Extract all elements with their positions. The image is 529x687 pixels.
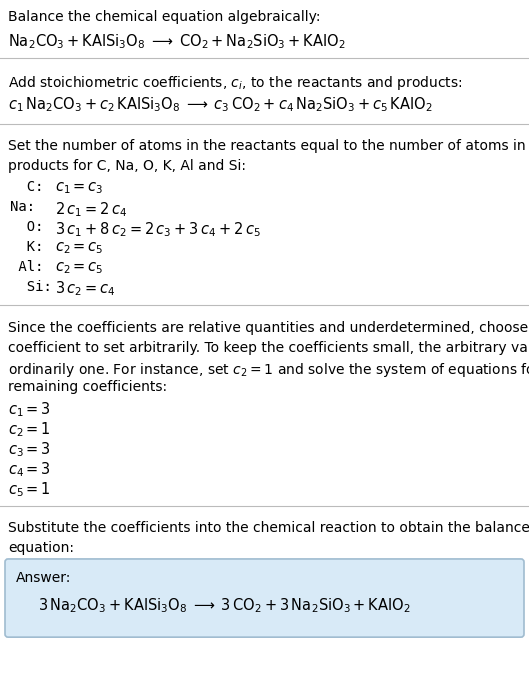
Text: Al:: Al: <box>10 260 43 274</box>
Text: $c_1 = c_3$: $c_1 = c_3$ <box>55 180 104 196</box>
Text: $c_1\,\mathrm{Na_2CO_3} + c_2\,\mathrm{KAlSi_3O_8} \;\longrightarrow\; c_3\,\mat: $c_1\,\mathrm{Na_2CO_3} + c_2\,\mathrm{K… <box>8 95 433 114</box>
FancyBboxPatch shape <box>5 559 524 637</box>
Text: ordinarily one. For instance, set $c_2 = 1$ and solve the system of equations fo: ordinarily one. For instance, set $c_2 =… <box>8 361 529 379</box>
Text: Si:: Si: <box>10 280 52 294</box>
Text: remaining coefficients:: remaining coefficients: <box>8 381 167 394</box>
Text: Since the coefficients are relative quantities and underdetermined, choose a: Since the coefficients are relative quan… <box>8 321 529 335</box>
Text: K:: K: <box>10 240 43 254</box>
Text: $c_4 = 3$: $c_4 = 3$ <box>8 460 51 479</box>
Text: equation:: equation: <box>8 541 74 555</box>
Text: Answer:: Answer: <box>16 572 71 585</box>
Text: coefficient to set arbitrarily. To keep the coefficients small, the arbitrary va: coefficient to set arbitrarily. To keep … <box>8 341 529 354</box>
Text: $3\,c_2 = c_4$: $3\,c_2 = c_4$ <box>55 280 115 298</box>
Text: $c_5 = 1$: $c_5 = 1$ <box>8 480 51 499</box>
Text: Na:: Na: <box>10 200 35 214</box>
Text: $\mathrm{Na_2CO_3 + KAlSi_3O_8 \;\longrightarrow\; CO_2 + Na_2SiO_3 + KAlO_2}$: $\mathrm{Na_2CO_3 + KAlSi_3O_8 \;\longri… <box>8 32 345 51</box>
Text: $c_2 = 1$: $c_2 = 1$ <box>8 420 51 439</box>
Text: $c_3 = 3$: $c_3 = 3$ <box>8 440 51 459</box>
Text: $3\,\mathrm{Na_2CO_3} + \mathrm{KAlSi_3O_8} \;\longrightarrow\; 3\,\mathrm{CO_2}: $3\,\mathrm{Na_2CO_3} + \mathrm{KAlSi_3O… <box>38 596 411 615</box>
Text: $2\,c_1 = 2\,c_4$: $2\,c_1 = 2\,c_4$ <box>55 200 127 218</box>
Text: C:: C: <box>10 180 43 194</box>
Text: $c_1 = 3$: $c_1 = 3$ <box>8 401 51 419</box>
Text: Set the number of atoms in the reactants equal to the number of atoms in the: Set the number of atoms in the reactants… <box>8 139 529 153</box>
Text: Substitute the coefficients into the chemical reaction to obtain the balanced: Substitute the coefficients into the che… <box>8 521 529 535</box>
Text: $3\,c_1 + 8\,c_2 = 2\,c_3 + 3\,c_4 + 2\,c_5$: $3\,c_1 + 8\,c_2 = 2\,c_3 + 3\,c_4 + 2\,… <box>55 220 261 238</box>
Text: Add stoichiometric coefficients, $c_i$, to the reactants and products:: Add stoichiometric coefficients, $c_i$, … <box>8 74 463 91</box>
Text: products for C, Na, O, K, Al and Si:: products for C, Na, O, K, Al and Si: <box>8 159 246 173</box>
Text: $c_2 = c_5$: $c_2 = c_5$ <box>55 260 104 275</box>
Text: $c_2 = c_5$: $c_2 = c_5$ <box>55 240 104 256</box>
Text: Balance the chemical equation algebraically:: Balance the chemical equation algebraica… <box>8 10 321 24</box>
Text: O:: O: <box>10 220 43 234</box>
